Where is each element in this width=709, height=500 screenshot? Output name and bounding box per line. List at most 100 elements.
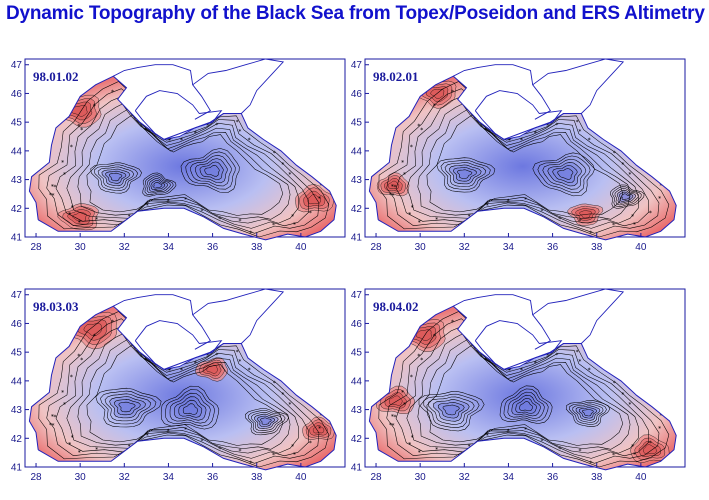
rim-current-contour: [406, 330, 639, 454]
track-marker: *: [70, 144, 73, 151]
low-eddy-contour: [165, 389, 215, 427]
track-marker: *: [293, 451, 296, 458]
track-marker: *: [184, 196, 187, 203]
rim-current-contour: [378, 81, 670, 238]
track-marker: *: [435, 216, 438, 223]
rim-current-contour: [426, 109, 624, 216]
track-marker: *: [63, 172, 66, 179]
x-tick-label: 36: [547, 242, 559, 253]
track-marker: *: [612, 222, 615, 229]
track-marker: *: [200, 208, 203, 215]
track-marker: *: [77, 353, 80, 360]
track-marker: *: [420, 127, 423, 134]
map-panel-4: * * * * * * * * * * * * * * * * * * * * * * * * * * * * * * * * * * * * * * * *…: [350, 275, 700, 500]
track-marker: *: [167, 198, 170, 205]
low-eddy-contour: [260, 417, 272, 425]
topography-field: ************ *** * ************************…: [369, 76, 677, 240]
track-marker: *: [111, 89, 114, 96]
track-marker: *: [418, 449, 421, 456]
track-marker: *: [524, 196, 527, 203]
track-marker: *: [238, 128, 241, 135]
track-marker: *: [508, 137, 511, 144]
y-tick-label: 43: [351, 405, 363, 416]
rim-current-contour: [395, 94, 650, 229]
low-eddy-contour: [582, 409, 594, 417]
track-marker: *: [628, 401, 631, 408]
low-eddy-contour: [442, 404, 460, 416]
track-marker: *: [146, 432, 149, 439]
track-marker: *: [71, 435, 74, 442]
rim-current-contour: [417, 334, 631, 450]
track-marker: *: [200, 438, 203, 445]
x-tick-label: 30: [75, 472, 87, 483]
track-marker: *: [52, 193, 55, 200]
track-marker: *: [631, 214, 634, 221]
low-eddy-contour: [180, 148, 240, 193]
track-marker: *: [633, 221, 636, 228]
track-marker: *: [293, 221, 296, 228]
track-marker: *: [78, 449, 81, 456]
track-marker: *: [80, 127, 83, 134]
low-eddy-contour: [537, 155, 591, 193]
x-tick-label: 28: [30, 472, 42, 483]
track-marker: *: [507, 198, 510, 205]
track-marker: *: [633, 451, 636, 458]
low-eddy-contour: [194, 158, 228, 184]
x-tick-label: 32: [119, 242, 131, 253]
track-marker: *: [576, 119, 579, 126]
track-marker: *: [401, 159, 404, 166]
track-marker: *: [80, 357, 83, 364]
track-marker: *: [68, 442, 71, 449]
x-tick-label: 30: [75, 242, 87, 253]
low-eddy-contour: [503, 388, 549, 422]
track-marker: *: [194, 130, 197, 137]
y-tick-label: 46: [351, 89, 363, 100]
track-marker: *: [451, 319, 454, 326]
low-eddy-contour: [614, 188, 639, 206]
black-sea-coastline: [368, 305, 677, 471]
track-marker: *: [236, 119, 239, 126]
low-eddy-contour: [499, 385, 553, 424]
track-marker: *: [579, 218, 582, 225]
track-marker: *: [215, 352, 218, 359]
track-marker: *: [194, 360, 197, 367]
low-eddy-contour: [621, 193, 631, 200]
y-tick-label: 44: [11, 376, 23, 387]
map-panel-1: * * * * * * * * * * * * * * * * * * * * * * * * * * * * * * * * * * * * * * * *…: [10, 45, 360, 270]
track-marker: *: [249, 230, 252, 237]
track-marker: *: [433, 333, 436, 340]
track-marker: *: [417, 123, 420, 130]
track-marker: *: [144, 357, 147, 364]
high-eddy-contour: [642, 444, 657, 455]
low-eddy-contour: [153, 181, 163, 189]
low-eddy-contour: [142, 172, 177, 197]
topography-field: ************ *** * ************************…: [29, 306, 337, 470]
y-tick-label: 44: [11, 146, 23, 157]
low-eddy-contour: [144, 174, 174, 195]
page-title: Dynamic Topography of the Black Sea from…: [6, 3, 705, 24]
track-marker: *: [288, 171, 291, 178]
date-label: 98.01.02: [33, 69, 79, 84]
low-eddy-contour: [436, 157, 496, 193]
track-marker: *: [534, 130, 537, 137]
map-panel-3: * * * * * * * * * * * * * * * * * * * * * * * * * * * * * * * * * * * * * * * *…: [10, 275, 360, 500]
track-marker: *: [628, 171, 631, 178]
track-marker: *: [184, 426, 187, 433]
track-marker: *: [520, 137, 523, 144]
x-tick-label: 34: [163, 472, 175, 483]
track-marker: *: [408, 442, 411, 449]
track-marker: *: [206, 353, 209, 360]
high-eddy-contour: [430, 88, 445, 99]
date-label: 98.03.03: [33, 299, 79, 314]
black-sea-coastline: [368, 75, 677, 241]
y-tick-label: 42: [351, 204, 363, 215]
track-marker: *: [486, 202, 489, 209]
track-marker: *: [576, 349, 579, 356]
track-marker: *: [410, 374, 413, 381]
map-panel-2: * * * * * * * * * * * * * * * * * * * * * * * * * * * * * * * * * * * * * * * *…: [350, 45, 700, 270]
track-marker: *: [53, 184, 56, 191]
x-tick-label: 34: [163, 242, 175, 253]
y-tick-label: 43: [351, 175, 363, 186]
y-tick-label: 47: [351, 60, 363, 71]
track-marker: *: [272, 452, 275, 459]
